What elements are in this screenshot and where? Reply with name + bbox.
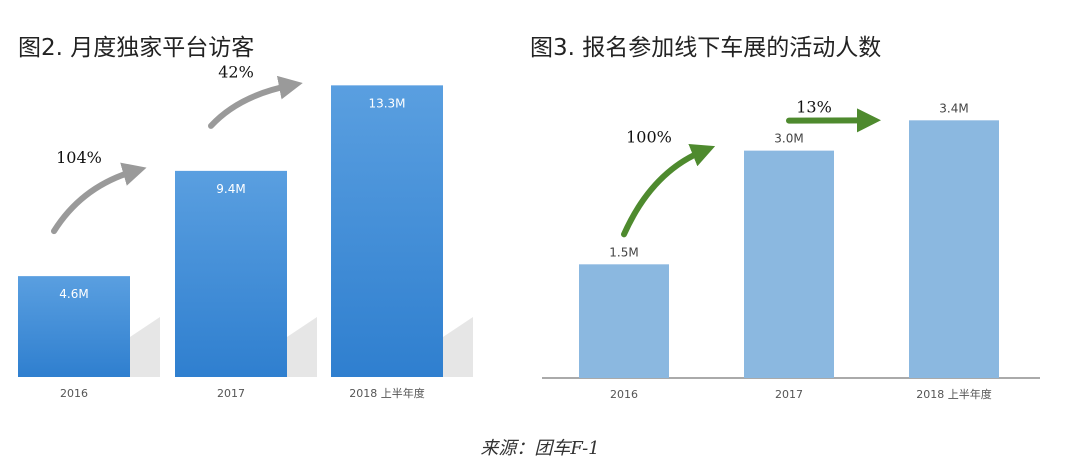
bar: [331, 85, 443, 377]
bar-chart-offline-event-attendees: 1.5M 2016 3.0M 2017 3.4M 2018 上半年度 100% 13%: [542, 97, 1040, 401]
growth-arrow: [208, 75, 303, 129]
bar-data-label: 9.4M: [216, 182, 245, 196]
bar: [18, 276, 130, 377]
bar: [909, 120, 999, 378]
x-tick-label: 2018 上半年度: [916, 387, 992, 401]
chart-title: 图3. 报名参加线下车展的活动人数: [530, 35, 882, 61]
x-tick-label: 2016: [60, 387, 88, 400]
x-tick-label: 2018 上半年度: [349, 386, 425, 400]
bar-shadow: [443, 317, 473, 377]
x-tick-label: 2017: [775, 388, 803, 401]
bar-data-label: 3.0M: [774, 132, 803, 146]
growth-rate-label: 13%: [796, 97, 832, 116]
bar: [744, 150, 834, 378]
chart-panel-offline-event-attendees: 图3. 报名参加线下车展的活动人数 1.5M 2016 3.0M 2017 3.4M 20…: [520, 0, 1080, 430]
x-tick-label: 2017: [217, 387, 245, 400]
growth-rate-label: 100%: [626, 128, 672, 147]
bar-chart-monthly-visitors: 4.6M 2016 9.4M 2017 13.3M 2018 上半年度 104% 42%: [18, 62, 473, 400]
bar-data-label: 4.6M: [59, 287, 88, 301]
bar-data-label: 1.5M: [609, 245, 638, 259]
growth-arrow: [51, 162, 147, 235]
source-note: 来源：团车F-1: [480, 438, 600, 459]
chart-title: 图2. 月度独家平台访客: [18, 35, 255, 61]
bar-data-label: 3.4M: [939, 101, 968, 115]
bar-data-label: 13.3M: [368, 96, 405, 110]
growth-rate-label: 42%: [218, 62, 254, 81]
chart-panel-monthly-visitors: 图2. 月度独家平台访客 4.6M 2016 9.4M 2017 13.3M 2018 上…: [0, 0, 500, 430]
bar: [175, 170, 287, 377]
growth-rate-label: 104%: [56, 148, 102, 167]
bar: [579, 264, 669, 378]
bar-shadow: [287, 317, 317, 377]
growth-arrow: [621, 143, 716, 238]
bar-shadow: [130, 317, 160, 377]
x-tick-label: 2016: [610, 388, 638, 401]
